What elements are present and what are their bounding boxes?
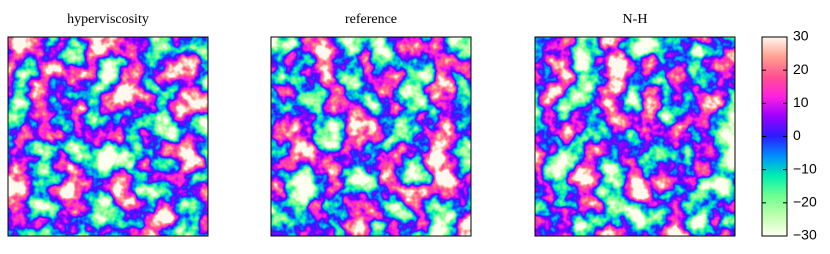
field-image bbox=[271, 37, 471, 236]
panel-frame bbox=[534, 36, 736, 237]
tick-label: 0 bbox=[793, 127, 801, 143]
tick-label: 10 bbox=[793, 94, 809, 110]
panel-frame bbox=[7, 36, 209, 237]
tick-label: 30 bbox=[793, 28, 809, 44]
panel-title: hyperviscosity bbox=[67, 12, 149, 27]
panel-title: N-H bbox=[623, 12, 648, 27]
tick-label: −30 bbox=[793, 227, 817, 243]
colorbar bbox=[761, 36, 788, 237]
tick-label: 20 bbox=[793, 61, 809, 77]
tick-label: −20 bbox=[793, 194, 817, 210]
field-image bbox=[8, 37, 208, 236]
panel-frame bbox=[270, 36, 472, 237]
panel-title: reference bbox=[345, 12, 397, 27]
tick-label: −10 bbox=[793, 160, 817, 176]
field-image bbox=[535, 37, 735, 236]
